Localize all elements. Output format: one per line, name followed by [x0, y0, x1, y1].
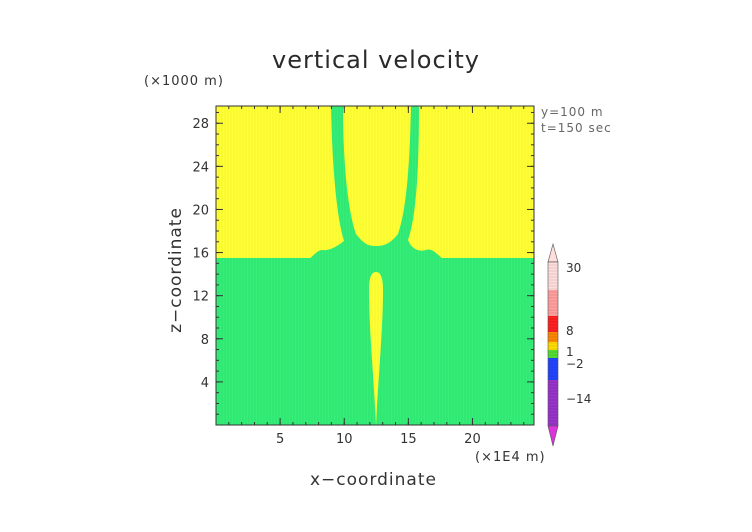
chart-title: vertical velocity — [272, 46, 480, 74]
colorbar-top-arrow — [547, 242, 559, 263]
x-tick-label: 20 — [464, 432, 481, 447]
colorbar-segment — [548, 350, 558, 358]
annotation-y-position: y=100 m — [541, 105, 604, 119]
y-tick-label: 24 — [192, 160, 209, 175]
plot-frame — [215, 105, 535, 426]
x-tick-label: 5 — [276, 432, 284, 447]
colorbar-label: 1 — [566, 345, 574, 359]
y-tick-label: 8 — [201, 333, 209, 348]
colorbar-label: 8 — [566, 324, 574, 338]
colorbar-segment — [548, 332, 558, 342]
y-tick-label: 20 — [192, 203, 209, 218]
x-axis-unit: (×1E4 m) — [475, 450, 546, 465]
colorbar-segment — [548, 342, 558, 350]
colorbar-bottom-arrow — [547, 425, 559, 447]
colorbar-label: 30 — [566, 261, 581, 275]
y-tick-label: 16 — [192, 247, 209, 262]
upper-field — [216, 106, 534, 258]
y-axis-unit: (×1000 m) — [144, 74, 224, 89]
field-group — [216, 106, 534, 425]
x-tick-label: 10 — [336, 432, 353, 447]
x-tick-label: 15 — [400, 432, 417, 447]
central-plume — [369, 272, 383, 425]
y-tick-label: 4 — [201, 376, 209, 391]
colorbar-segment — [548, 380, 558, 426]
colorbar-label: −2 — [566, 357, 584, 371]
x-axis-label: x−coordinate — [310, 470, 437, 490]
colorbar-segment — [548, 316, 558, 332]
colorbar: 30 8 1−2 −14 — [547, 242, 591, 447]
colorbar-label: −14 — [566, 392, 591, 406]
annotation-time: t=150 sec — [541, 121, 612, 135]
plot-area — [215, 105, 535, 426]
axis-ticks: 5 10 15 20 4 8 12 16 20 24 28 — [192, 106, 534, 447]
downdraft-tongues — [306, 106, 446, 262]
y-tick-label: 12 — [192, 290, 209, 305]
colorbar-segment — [548, 290, 558, 316]
colorbar-segment — [548, 262, 558, 290]
colorbar-segment — [548, 358, 558, 380]
y-tick-label: 28 — [192, 117, 209, 132]
